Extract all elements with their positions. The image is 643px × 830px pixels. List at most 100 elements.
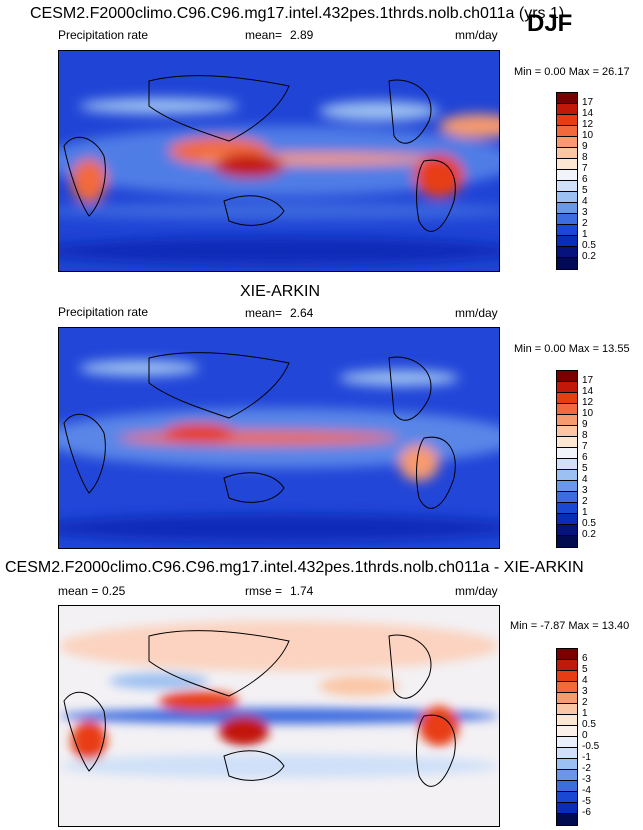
colorbar-swatch bbox=[557, 382, 577, 393]
colorbar-swatch bbox=[557, 759, 577, 770]
panel1-title: CESM2.F2000climo.C96.C96.mg17.intel.432p… bbox=[30, 5, 565, 22]
colorbar-label: 0.2 bbox=[582, 251, 596, 262]
panel3-minmax: Min = -7.87 Max = 13.40 bbox=[510, 620, 630, 632]
colorbar-swatch bbox=[557, 748, 577, 759]
colorbar-label: -4 bbox=[582, 785, 591, 796]
panel3-mean-label: mean = bbox=[58, 584, 99, 598]
colorbar-label: 8 bbox=[582, 430, 588, 441]
colorbar-swatch bbox=[557, 792, 577, 803]
colorbar-swatch bbox=[557, 203, 577, 214]
colorbar-swatch bbox=[557, 671, 577, 682]
panel3-rmse-label: rmse = bbox=[245, 584, 283, 598]
colorbar-swatch bbox=[557, 393, 577, 404]
colorbar-label: 3 bbox=[582, 207, 588, 218]
panel1-colorbar bbox=[556, 92, 578, 270]
colorbar-swatch bbox=[557, 649, 577, 660]
colorbar-swatch bbox=[557, 492, 577, 503]
colorbar-swatch bbox=[557, 415, 577, 426]
colorbar-label: 10 bbox=[582, 408, 594, 419]
colorbar-swatch bbox=[557, 704, 577, 715]
panel2-units: mm/day bbox=[455, 306, 498, 320]
colorbar-label: 14 bbox=[582, 108, 594, 119]
colorbar-label: 7 bbox=[582, 163, 588, 174]
colorbar-label: 5 bbox=[582, 463, 588, 474]
panel1-colorbar-labels: 17 14 12 10 9 8 7 6 5 4 3 2 1 0.5 0.2 bbox=[582, 92, 622, 268]
colorbar-label: 5 bbox=[582, 185, 588, 196]
panel2-title: XIE-ARKIN bbox=[240, 283, 321, 300]
panel2-mean-value: 2.64 bbox=[290, 306, 314, 320]
colorbar-label: 0.5 bbox=[582, 719, 596, 730]
panel2-variable: Precipitation rate bbox=[58, 305, 149, 319]
colorbar-swatch bbox=[557, 148, 577, 159]
colorbar-swatch bbox=[557, 525, 577, 536]
colorbar-label: -0.5 bbox=[582, 741, 600, 752]
colorbar-swatch bbox=[557, 503, 577, 514]
colorbar-swatch bbox=[557, 437, 577, 448]
colorbar-swatch bbox=[557, 737, 577, 748]
panel1-field bbox=[59, 51, 499, 271]
season-label: DJF bbox=[527, 10, 573, 37]
colorbar-swatch bbox=[557, 93, 577, 104]
colorbar-swatch bbox=[557, 247, 577, 258]
colorbar-label: 3 bbox=[582, 686, 588, 697]
colorbar-swatch bbox=[557, 170, 577, 181]
colorbar-label: 0.2 bbox=[582, 529, 596, 540]
colorbar-swatch bbox=[557, 536, 577, 547]
colorbar-label: 9 bbox=[582, 419, 588, 430]
colorbar-swatch bbox=[557, 682, 577, 693]
colorbar-label: 1 bbox=[582, 708, 588, 719]
panel3-mean-value: 0.25 bbox=[102, 584, 126, 598]
colorbar-swatch bbox=[557, 104, 577, 115]
colorbar-swatch bbox=[557, 214, 577, 225]
panel2-colorbar-labels: 17 14 12 10 9 8 7 6 5 4 3 2 1 0.5 0.2 bbox=[582, 370, 622, 546]
colorbar-swatch bbox=[557, 236, 577, 247]
colorbar-label: 17 bbox=[582, 375, 594, 386]
colorbar-label: 1 bbox=[582, 229, 588, 240]
panel1-units: mm/day bbox=[455, 28, 498, 42]
panel1-minmax: Min = 0.00 Max = 26.17 bbox=[514, 66, 630, 78]
colorbar-label: 0 bbox=[582, 730, 588, 741]
colorbar-label: 6 bbox=[582, 174, 588, 185]
colorbar-swatch bbox=[557, 470, 577, 481]
colorbar-label: -1 bbox=[582, 752, 591, 763]
colorbar-swatch bbox=[557, 660, 577, 671]
colorbar-swatch bbox=[557, 137, 577, 148]
colorbar-swatch bbox=[557, 159, 577, 170]
panel3-units: mm/day bbox=[455, 584, 498, 598]
panel3-colorbar-labels: 6 5 4 3 2 1 0.5 0 -0.5 -1 -2 -3 -4 -5 -6 bbox=[582, 648, 622, 824]
colorbar-swatch bbox=[557, 726, 577, 737]
colorbar-swatch bbox=[557, 258, 577, 269]
colorbar-swatch bbox=[557, 426, 577, 437]
colorbar-label: 14 bbox=[582, 386, 594, 397]
colorbar-label: 2 bbox=[582, 496, 588, 507]
colorbar-swatch bbox=[557, 770, 577, 781]
colorbar-label: 17 bbox=[582, 97, 594, 108]
colorbar-label: -5 bbox=[582, 796, 591, 807]
colorbar-swatch bbox=[557, 448, 577, 459]
colorbar-label: 1 bbox=[582, 507, 588, 518]
colorbar-swatch bbox=[557, 514, 577, 525]
colorbar-label: 12 bbox=[582, 397, 594, 408]
colorbar-label: 5 bbox=[582, 664, 588, 675]
panel1-variable: Precipitation rate bbox=[58, 28, 149, 42]
colorbar-label: -3 bbox=[582, 774, 591, 785]
panel3-title: CESM2.F2000climo.C96.C96.mg17.intel.432p… bbox=[5, 559, 584, 576]
colorbar-swatch bbox=[557, 192, 577, 203]
colorbar-label: 12 bbox=[582, 119, 594, 130]
colorbar-swatch bbox=[557, 459, 577, 470]
colorbar-label: 2 bbox=[582, 697, 588, 708]
colorbar-swatch bbox=[557, 225, 577, 236]
colorbar-swatch bbox=[557, 715, 577, 726]
panel3-field bbox=[59, 606, 499, 826]
panel1-mean-value: 2.89 bbox=[290, 28, 314, 42]
colorbar-label: 0.5 bbox=[582, 518, 596, 529]
colorbar-swatch bbox=[557, 371, 577, 382]
colorbar-swatch bbox=[557, 404, 577, 415]
colorbar-swatch bbox=[557, 115, 577, 126]
panel2-map bbox=[58, 327, 500, 549]
colorbar-swatch bbox=[557, 814, 577, 825]
panel3-map bbox=[58, 605, 500, 827]
colorbar-swatch bbox=[557, 693, 577, 704]
colorbar-label: 2 bbox=[582, 218, 588, 229]
colorbar-label: 3 bbox=[582, 485, 588, 496]
